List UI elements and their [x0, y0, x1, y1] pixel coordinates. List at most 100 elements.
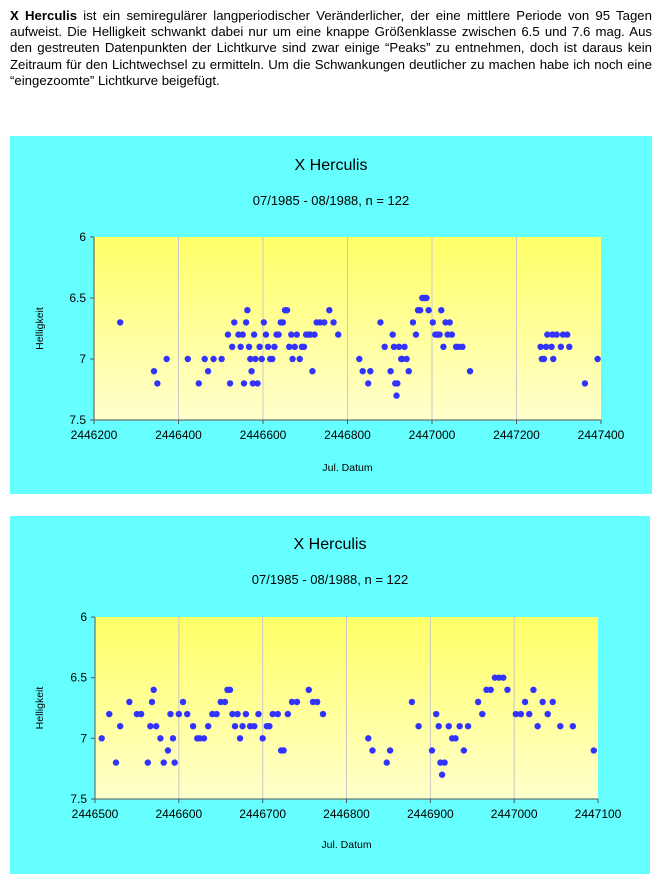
data-point	[474, 698, 482, 706]
data-point	[251, 723, 258, 730]
data-point	[549, 698, 556, 706]
data-point	[112, 759, 120, 766]
data-point	[534, 723, 541, 730]
data-point	[557, 343, 565, 350]
data-point	[464, 723, 472, 730]
data-point	[262, 331, 270, 338]
y-tick-label: 7.5	[69, 413, 86, 427]
y-axis-label: Helligkeit	[34, 307, 46, 350]
data-point	[300, 343, 308, 350]
data-point	[116, 723, 124, 730]
data-point	[319, 710, 327, 718]
data-point	[167, 710, 174, 718]
data-point	[466, 368, 474, 375]
x-tick-label: 2447400	[578, 428, 625, 442]
y-tick-label: 6	[79, 230, 86, 244]
data-point	[440, 343, 447, 350]
data-point	[425, 307, 432, 314]
data-point	[356, 355, 363, 363]
data-point	[446, 319, 453, 326]
data-point	[569, 723, 577, 730]
data-point	[98, 735, 105, 742]
data-point	[163, 355, 170, 363]
data-point	[416, 307, 424, 314]
data-point	[160, 759, 167, 766]
data-point	[288, 331, 295, 338]
data-point	[260, 319, 268, 326]
data-point	[305, 686, 312, 693]
data-point	[271, 343, 278, 350]
data-point	[195, 380, 202, 387]
x-tick-label: 2446700	[239, 807, 286, 821]
data-point	[383, 759, 390, 766]
data-point	[386, 747, 394, 754]
data-point	[288, 698, 296, 706]
data-point	[517, 710, 525, 718]
y-tick-label: 7	[79, 352, 86, 366]
data-point	[137, 710, 145, 718]
chart-subtitle: 07/1985 - 08/1988, n = 122	[252, 572, 409, 587]
data-point	[359, 368, 366, 375]
data-point	[210, 355, 217, 363]
data-point	[438, 771, 446, 778]
data-point	[590, 747, 598, 754]
data-point	[228, 343, 236, 350]
data-point	[189, 723, 197, 730]
x-tick-label: 2447000	[491, 807, 538, 821]
data-point	[448, 331, 456, 338]
data-point	[239, 331, 246, 338]
x-tick-label: 2446600	[155, 807, 202, 821]
x-tick-label: 2447100	[575, 807, 622, 821]
x-tick-label: 2447200	[493, 428, 540, 442]
data-point	[309, 368, 316, 375]
data-point	[247, 355, 254, 363]
data-point	[415, 723, 422, 730]
data-point	[150, 686, 157, 693]
data-point	[274, 710, 281, 718]
x-tick-label: 2446200	[71, 428, 118, 442]
data-point	[242, 710, 250, 718]
data-point	[284, 710, 292, 718]
data-point	[557, 723, 564, 730]
data-point	[428, 747, 436, 754]
data-point	[387, 368, 394, 375]
data-point	[433, 710, 440, 718]
data-point	[550, 355, 557, 363]
data-point	[249, 380, 257, 387]
data-point	[291, 343, 298, 350]
data-point	[445, 723, 452, 730]
data-point	[236, 735, 244, 742]
data-point	[394, 380, 401, 387]
data-point	[460, 747, 468, 754]
data-point	[224, 331, 232, 338]
data-point	[539, 698, 546, 706]
data-point	[293, 698, 301, 706]
data-point	[126, 698, 133, 706]
intro-paragraph: X Herculis ist ein semiregulärer langper…	[10, 8, 652, 89]
data-point	[456, 723, 463, 730]
data-point	[553, 331, 560, 338]
data-point	[405, 368, 412, 375]
data-point	[254, 380, 261, 387]
data-point	[429, 319, 437, 326]
chart-subtitle: 07/1985 - 08/1988, n = 122	[253, 193, 410, 208]
data-point	[269, 355, 276, 363]
lightcurve-chart-zoomed: 2446500 2446600 2446700 2446800 2446900 24470…	[34, 536, 622, 851]
data-point	[152, 723, 160, 730]
data-point	[204, 368, 212, 375]
data-point	[289, 355, 296, 363]
data-point	[436, 331, 443, 338]
data-point	[566, 343, 573, 350]
x-tick-label: 2446800	[323, 807, 370, 821]
data-point	[244, 307, 251, 314]
data-point	[296, 355, 303, 363]
data-point	[401, 343, 408, 350]
y-axis-label: Helligkeit	[34, 687, 46, 730]
data-point	[311, 331, 318, 338]
y-tick-label: 6	[80, 610, 87, 624]
data-point	[150, 368, 158, 375]
data-point	[200, 735, 208, 742]
data-point	[231, 319, 238, 326]
data-point	[594, 355, 601, 363]
data-point	[283, 307, 291, 314]
